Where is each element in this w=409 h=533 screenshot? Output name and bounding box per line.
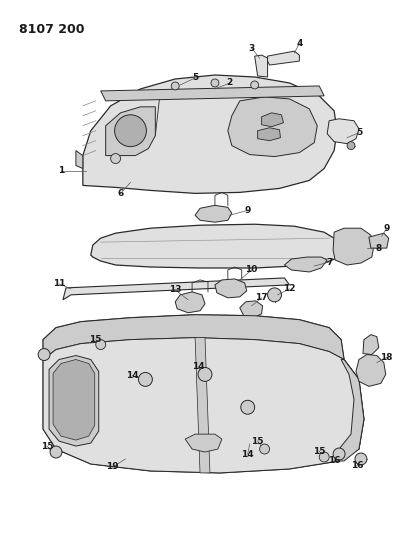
- Polygon shape: [83, 75, 336, 193]
- Text: 17: 17: [255, 293, 267, 302]
- Circle shape: [50, 446, 62, 458]
- Text: 12: 12: [283, 285, 295, 293]
- Circle shape: [171, 82, 179, 90]
- Circle shape: [138, 373, 152, 386]
- Circle shape: [110, 154, 120, 164]
- Text: 2: 2: [226, 78, 232, 87]
- Text: 3: 3: [248, 44, 254, 53]
- Text: 14: 14: [191, 362, 204, 371]
- Text: 7: 7: [325, 257, 332, 266]
- Circle shape: [198, 367, 211, 382]
- Circle shape: [38, 349, 50, 360]
- Polygon shape: [368, 233, 388, 248]
- Polygon shape: [254, 55, 267, 77]
- Text: 8107 200: 8107 200: [19, 23, 85, 36]
- Text: 18: 18: [380, 353, 392, 362]
- Circle shape: [250, 81, 258, 89]
- Polygon shape: [333, 228, 373, 265]
- Polygon shape: [43, 315, 363, 473]
- Polygon shape: [63, 278, 289, 300]
- Circle shape: [96, 340, 106, 350]
- Text: 16: 16: [327, 456, 339, 465]
- Circle shape: [354, 453, 366, 465]
- Text: 9: 9: [383, 224, 389, 233]
- Circle shape: [115, 115, 146, 147]
- Text: 15: 15: [89, 335, 102, 344]
- Polygon shape: [338, 360, 363, 461]
- Text: 19: 19: [106, 463, 119, 472]
- Polygon shape: [90, 224, 338, 268]
- Polygon shape: [101, 86, 324, 101]
- Text: 6: 6: [117, 189, 124, 198]
- Text: 14: 14: [126, 371, 139, 380]
- Circle shape: [211, 79, 218, 87]
- Circle shape: [346, 142, 354, 150]
- Text: 15: 15: [41, 441, 53, 450]
- Polygon shape: [362, 335, 378, 354]
- Polygon shape: [43, 337, 363, 473]
- Polygon shape: [195, 337, 209, 473]
- Polygon shape: [49, 356, 99, 446]
- Text: 11: 11: [53, 279, 65, 288]
- Polygon shape: [355, 354, 385, 386]
- Text: 15: 15: [251, 437, 263, 446]
- Polygon shape: [214, 279, 246, 298]
- Text: 14: 14: [241, 449, 254, 458]
- Text: 9: 9: [244, 206, 250, 215]
- Polygon shape: [185, 434, 221, 452]
- Polygon shape: [239, 301, 262, 318]
- Circle shape: [319, 452, 328, 462]
- Circle shape: [267, 288, 281, 302]
- Text: 5: 5: [355, 128, 361, 137]
- Text: 13: 13: [169, 285, 181, 294]
- Polygon shape: [195, 205, 231, 222]
- Circle shape: [333, 448, 344, 460]
- Polygon shape: [43, 315, 343, 360]
- Text: 5: 5: [191, 74, 198, 83]
- Polygon shape: [267, 51, 299, 65]
- Circle shape: [259, 444, 269, 454]
- Polygon shape: [261, 113, 283, 127]
- Polygon shape: [175, 292, 204, 313]
- Polygon shape: [53, 360, 94, 440]
- Text: 1: 1: [58, 166, 64, 175]
- Circle shape: [240, 400, 254, 414]
- Text: 16: 16: [350, 462, 362, 471]
- Text: 15: 15: [312, 447, 325, 456]
- Text: 4: 4: [295, 39, 302, 47]
- Polygon shape: [106, 107, 155, 156]
- Polygon shape: [326, 119, 358, 144]
- Polygon shape: [76, 151, 83, 168]
- Polygon shape: [227, 97, 317, 157]
- Polygon shape: [284, 257, 326, 272]
- Text: 10: 10: [245, 265, 257, 274]
- Polygon shape: [257, 128, 280, 141]
- Text: 8: 8: [375, 244, 381, 253]
